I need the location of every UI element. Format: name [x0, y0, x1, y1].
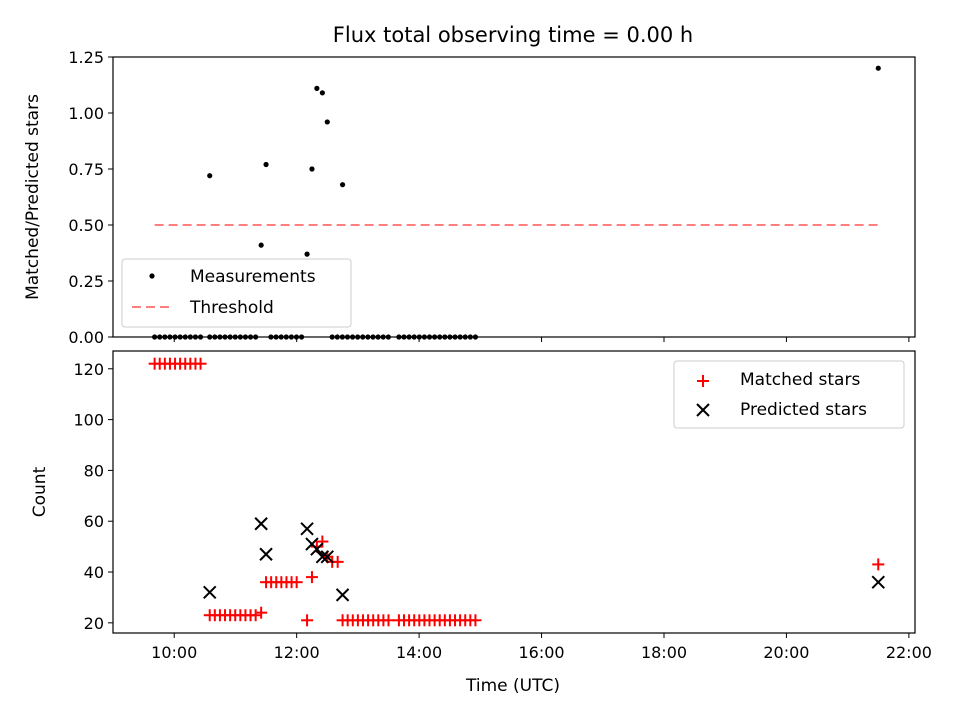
- x-axis-label: Time (UTC): [465, 676, 560, 696]
- measurement-point: [324, 119, 330, 125]
- matched-star-point: [290, 576, 303, 589]
- legend-matched-label: Matched stars: [740, 370, 860, 390]
- measurement-point: [339, 182, 346, 188]
- bottom-y-tick-label: 60: [84, 512, 104, 531]
- matched-star-point: [872, 558, 885, 571]
- measurement-point: [263, 161, 269, 168]
- chart-title: Flux total observing time = 0.00 h: [333, 23, 693, 47]
- predicted-star-point: [259, 547, 273, 561]
- top-y-tick-label: 0.00: [68, 328, 104, 347]
- legend-matched-marker: [697, 375, 709, 387]
- top-y-tick-label: 0.75: [68, 160, 104, 179]
- top-y-tick-label: 1.00: [68, 104, 104, 123]
- matched-star-point: [194, 357, 207, 370]
- legend-measurements-label: Measurements: [190, 267, 316, 287]
- predicted-star-point: [203, 585, 217, 600]
- matched-star-point: [301, 614, 314, 627]
- measurement-points: [207, 65, 881, 257]
- measurement-point: [304, 251, 310, 257]
- x-tick-label: 16:00: [518, 643, 564, 662]
- predicted-star-point: [335, 588, 350, 602]
- top-zero-runs: [152, 334, 479, 340]
- measurement-point: [319, 90, 325, 96]
- x-tick-label: 10:00: [151, 643, 197, 662]
- matched-stars-points: [148, 357, 885, 627]
- top-y-tick-label: 0.25: [68, 272, 104, 291]
- bottom-legend-box: [673, 360, 905, 429]
- legend-predicted-marker: [696, 403, 710, 417]
- x-tick-label: 22:00: [886, 643, 932, 662]
- legend-measurements-marker: [149, 273, 155, 279]
- top-legend: Measurements Threshold: [121, 258, 352, 328]
- measurement-point: [207, 173, 213, 179]
- top-panel: 0.00 0.25 0.50 0.75 1.00 1.25 Matched/Predict…: [23, 48, 916, 347]
- x-tick-label: 14:00: [396, 643, 442, 662]
- measurement-point: [314, 85, 320, 91]
- bottom-y-tick-label: 120: [73, 360, 104, 379]
- top-y-tick-label: 0.50: [68, 216, 104, 235]
- bottom-y-tick-label: 40: [84, 563, 104, 582]
- x-tick-label: 12:00: [274, 643, 320, 662]
- top-y-axis-label: Matched/Predicted stars: [23, 94, 43, 300]
- top-plot-frame: [112, 56, 916, 338]
- top-y-axis-ticks: 0.00 0.25 0.50 0.75 1.00 1.25: [68, 48, 113, 347]
- bottom-y-tick-label: 100: [73, 411, 104, 430]
- predicted-star-point: [254, 517, 268, 531]
- matched-star-point: [305, 571, 318, 584]
- x-tick-label: 20:00: [763, 643, 809, 662]
- measurement-point: [875, 65, 881, 71]
- predicted-star-point: [320, 550, 334, 564]
- predicted-stars-points: [203, 517, 885, 602]
- bottom-y-axis-label: Count: [30, 466, 50, 517]
- bottom-plot-frame: [112, 350, 916, 634]
- matched-star-point: [382, 614, 395, 627]
- matched-star-point: [316, 535, 329, 548]
- bottom-y-tick-label: 20: [84, 614, 104, 633]
- bottom-panel: 20 40 60 80 100 120 10:00 12:00 14:00 16:00 18:00…: [30, 350, 932, 696]
- measurement-point: [309, 166, 315, 172]
- bottom-x-axis-ticks: 10:00 12:00 14:00 16:00 18:00 20:00 22:00: [151, 633, 932, 662]
- predicted-star-point: [300, 522, 314, 536]
- measurement-point: [258, 242, 264, 248]
- top-x-axis-ticks: [173, 337, 910, 342]
- legend-threshold-label: Threshold: [189, 298, 274, 318]
- bottom-y-tick-label: 80: [84, 461, 104, 480]
- matched-star-point: [255, 606, 268, 619]
- predicted-star-point: [310, 542, 324, 556]
- bottom-y-axis-ticks: 20 40 60 80 100 120: [73, 360, 113, 633]
- legend-predicted-label: Predicted stars: [740, 400, 867, 420]
- x-tick-label: 18:00: [641, 643, 687, 662]
- matched-star-point: [249, 609, 262, 622]
- matched-star-point: [469, 614, 482, 627]
- top-y-tick-label: 1.25: [68, 48, 104, 67]
- predicted-star-point: [871, 575, 885, 589]
- bottom-legend: Matched stars Predicted stars: [673, 360, 905, 429]
- predicted-star-point: [315, 550, 330, 564]
- top-legend-box: [121, 258, 352, 328]
